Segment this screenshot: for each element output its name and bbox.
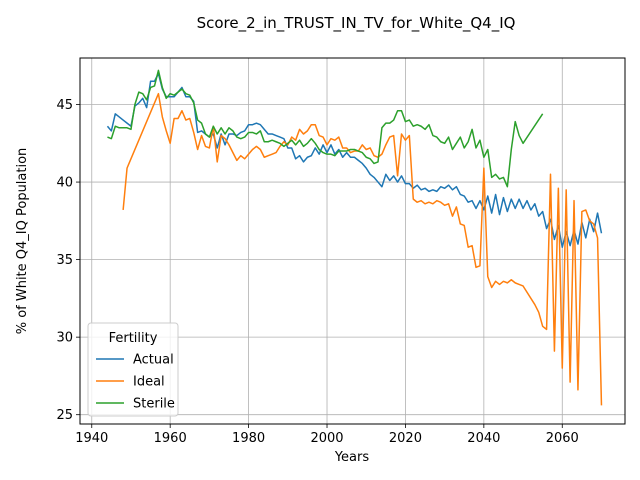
legend-label-sterile: Sterile [133, 397, 175, 412]
x-tick-label: 2040 [467, 431, 500, 446]
legend-box [87, 322, 179, 417]
chart-title: Score_2_in_TRUST_IN_TV_for_White_Q4_IQ [197, 14, 516, 33]
x-axis: 1940 1960 1980 2000 2020 2040 2060 [75, 424, 579, 446]
series-layer [106, 69, 603, 406]
x-tick-label: 1940 [75, 431, 108, 446]
x-axis-label: Years [334, 450, 370, 465]
y-axis-label: % of White Q4_IQ Population [15, 148, 30, 335]
series-line-sterile [107, 69, 544, 188]
x-tick-label: 2020 [389, 431, 422, 446]
series-line-ideal [122, 92, 603, 406]
y-axis: 25 30 35 40 45 [56, 98, 80, 423]
x-tick-label: 2000 [310, 431, 343, 446]
legend-label-actual: Actual [133, 353, 174, 368]
y-tick-label: 45 [56, 98, 73, 113]
x-tick-label: 1980 [232, 431, 265, 446]
y-tick-label: 40 [56, 176, 73, 191]
x-tick-label: 1960 [154, 431, 187, 446]
y-tick-label: 35 [56, 253, 73, 268]
x-tick-label: 2060 [546, 431, 579, 446]
y-tick-label: 25 [56, 408, 73, 423]
legend-label-ideal: Ideal [133, 375, 165, 390]
legend: Fertility Actual Ideal Sterile [87, 322, 179, 417]
y-tick-label: 30 [56, 331, 73, 346]
plot-frame [79, 57, 626, 425]
legend-title: Fertility [109, 331, 158, 346]
